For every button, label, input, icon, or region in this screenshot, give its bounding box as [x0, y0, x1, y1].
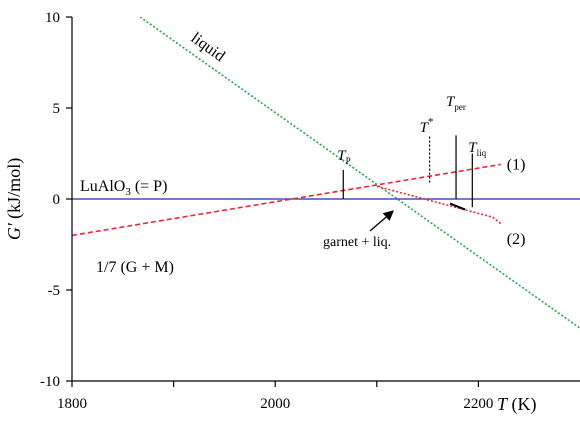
y-axis-unit: (kJ/mol) — [4, 158, 25, 224]
y-axis-symbol: G' — [4, 222, 24, 240]
marker-label-main-1: T — [420, 120, 430, 136]
label-luaalo3-sub: 3 — [125, 186, 131, 198]
label-liquid: liquid — [188, 29, 228, 65]
marker-label-2: Tper — [446, 94, 466, 112]
series-number-1: (2) — [507, 231, 526, 248]
series-number-0: (1) — [507, 156, 526, 173]
label-luaalo3-rest: (= P) — [131, 178, 168, 195]
y-tick-label-3: 5 — [53, 101, 61, 117]
marker-label-3: Tliq — [468, 140, 486, 158]
series-line-3 — [376, 185, 502, 225]
label-luaalo3-main: LuAlO — [80, 178, 125, 195]
marker-label-1: T* — [420, 116, 434, 136]
marker-label-sup-1: * — [428, 116, 434, 128]
garnet-liq-arrow — [369, 210, 394, 232]
marker-label-sub-2: per — [454, 102, 466, 112]
y-tick-label-0: -10 — [40, 374, 60, 390]
series-line-4 — [449, 202, 466, 211]
series-layer — [72, 17, 580, 329]
series-line-1 — [72, 163, 501, 237]
marker-label-main-3: T — [468, 140, 478, 156]
y-tick-label-2: 0 — [53, 192, 61, 208]
marker-label-main-2: T — [446, 94, 456, 110]
marker-label-sub-0: P — [346, 156, 351, 166]
x-tick-label-2: 2200 — [463, 396, 493, 412]
x-tick-label-1: 2000 — [260, 396, 290, 412]
x-axis-title: T (K) — [497, 394, 537, 415]
y-axis-title: G' (kJ/mol) — [4, 158, 25, 240]
marker-label-0: TP — [337, 148, 350, 166]
label-luaalo3: LuAlO3 (= P) — [80, 178, 167, 198]
y-tick-label-1: -5 — [48, 283, 61, 299]
y-tick-label-4: 10 — [45, 10, 60, 26]
label-garnet-liq: garnet + liq. — [323, 235, 391, 250]
labels: LuAlO3 (= P) 1/7 (G + M) liquid (1) (2) garne… — [80, 29, 525, 276]
marker-label-main-0: T — [337, 148, 347, 164]
marker-label-sub-3: liq — [477, 148, 487, 158]
x-axis-symbol: T — [497, 394, 509, 414]
label-g-plus-m: 1/7 (G + M) — [96, 259, 174, 276]
x-axis-unit: (K) — [507, 394, 537, 415]
temperature-markers — [342, 135, 473, 208]
x-tick-label-0: 1800 — [57, 396, 87, 412]
series-line-2 — [139, 17, 580, 329]
